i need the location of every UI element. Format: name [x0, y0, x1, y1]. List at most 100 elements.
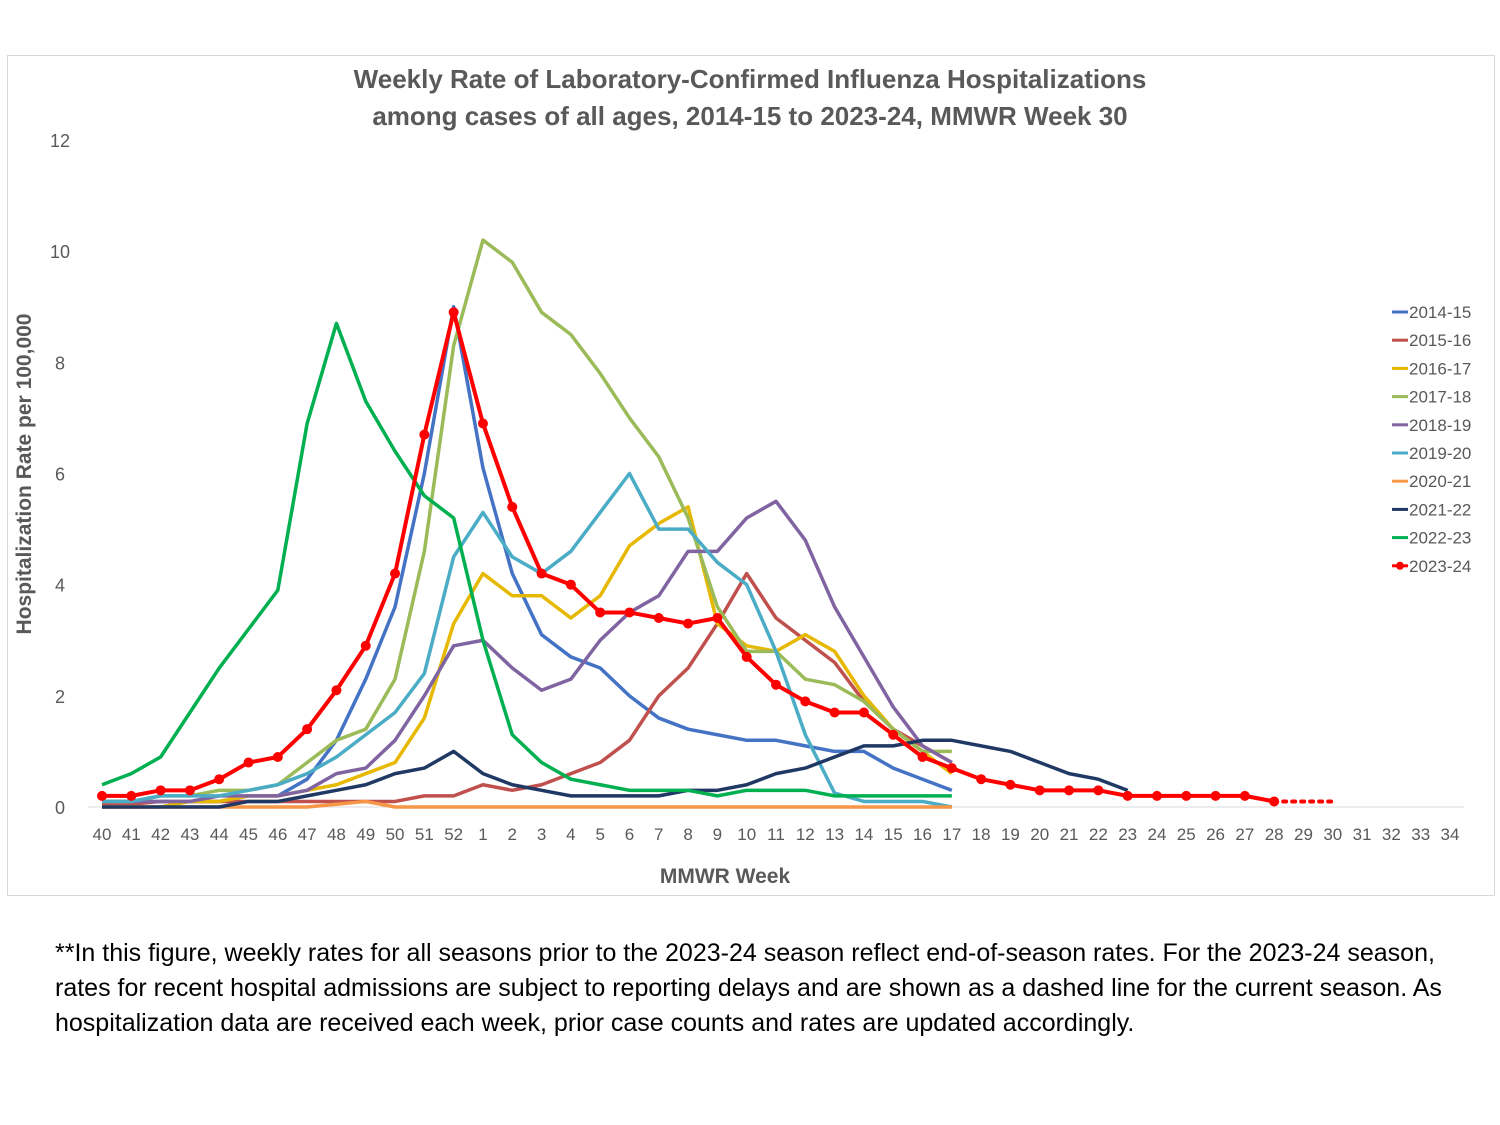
- x-tick-label: 20: [1030, 825, 1049, 844]
- x-tick-label: 52: [444, 825, 463, 844]
- data-point-2023-24: [1122, 790, 1133, 801]
- legend-label: 2016-17: [1409, 359, 1471, 378]
- data-point-2023-24: [1151, 790, 1162, 801]
- legend-label: 2019-20: [1409, 444, 1471, 463]
- x-tick-label: 28: [1265, 825, 1284, 844]
- data-point-2023-24: [302, 724, 313, 735]
- data-point-2023-24: [976, 774, 987, 785]
- data-point-2023-24: [1210, 790, 1221, 801]
- data-point-2023-24: [272, 751, 283, 762]
- series-line-2022-23: [101, 321, 952, 798]
- x-tick-label: 1: [478, 825, 487, 844]
- y-tick-label: 4: [55, 576, 65, 596]
- chart-subtitle: among cases of all ages, 2014-15 to 2023…: [372, 101, 1127, 131]
- data-point-2023-24: [97, 790, 107, 801]
- x-tick-label: 45: [239, 825, 258, 844]
- x-tick-label: 13: [825, 825, 844, 844]
- data-point-2023-24: [419, 429, 430, 440]
- y-tick-label: 10: [50, 242, 70, 262]
- x-axis-label: MMWR Week: [660, 865, 791, 888]
- legend-label: 2023-24: [1409, 557, 1471, 576]
- legend-label: 2018-19: [1409, 416, 1471, 435]
- y-tick-label: 2: [55, 687, 65, 707]
- x-tick-label: 27: [1235, 825, 1254, 844]
- data-point-2023-24: [536, 568, 547, 579]
- data-point-2023-24: [829, 707, 840, 718]
- data-point-2023-24: [683, 618, 694, 629]
- line-chart: Weekly Rate of Laboratory-Confirmed Infl…: [13, 64, 1471, 888]
- x-tick-label: 32: [1382, 825, 1401, 844]
- x-tick-label: 3: [537, 825, 546, 844]
- legend-label: 2015-16: [1409, 331, 1471, 350]
- y-tick-label: 6: [55, 465, 65, 485]
- x-tick-label: 49: [356, 825, 375, 844]
- x-tick-label: 21: [1060, 825, 1079, 844]
- x-tick-label: 51: [415, 825, 434, 844]
- data-point-2023-24: [653, 613, 664, 624]
- data-point-2023-24: [565, 579, 576, 590]
- x-tick-label: 44: [210, 825, 229, 844]
- x-tick-label: 24: [1147, 825, 1166, 844]
- x-tick-label: 16: [913, 825, 932, 844]
- data-point-2023-24: [507, 501, 518, 512]
- data-point-2023-24: [595, 607, 606, 618]
- x-tick-label: 12: [796, 825, 815, 844]
- x-tick-label: 8: [683, 825, 692, 844]
- x-tick-label: 31: [1353, 825, 1372, 844]
- x-tick-label: 19: [1001, 825, 1020, 844]
- data-point-2023-24: [888, 729, 899, 740]
- x-tick-label: 2: [508, 825, 517, 844]
- x-tick-label: 7: [654, 825, 663, 844]
- legend-label: 2020-21: [1409, 472, 1471, 491]
- x-tick-label: 23: [1118, 825, 1137, 844]
- legend-label: 2021-22: [1409, 500, 1471, 519]
- x-tick-label: 22: [1089, 825, 1108, 844]
- data-point-2023-24: [917, 751, 928, 762]
- data-point-2023-24: [1064, 785, 1075, 796]
- data-point-2023-24: [946, 763, 957, 774]
- data-point-2023-24: [126, 790, 137, 801]
- x-tick-label: 11: [767, 825, 785, 844]
- x-tick-label: 50: [386, 825, 405, 844]
- data-point-2023-24: [1239, 790, 1250, 801]
- x-tick-label: 6: [625, 825, 634, 844]
- x-tick-label: 25: [1177, 825, 1196, 844]
- x-tick-label: 15: [884, 825, 903, 844]
- data-point-2023-24: [1093, 785, 1104, 796]
- data-point-2023-24: [448, 307, 459, 318]
- x-tick-label: 9: [713, 825, 722, 844]
- x-tick-label: 17: [942, 825, 961, 844]
- chart-frame: [7, 55, 1495, 896]
- x-tick-label: 48: [327, 825, 346, 844]
- series-line-2019-20: [102, 471, 953, 809]
- data-point-2023-24: [741, 651, 752, 662]
- x-tick-label: 14: [854, 825, 873, 844]
- legend-marker: [1396, 561, 1404, 570]
- data-point-2023-24: [331, 685, 342, 696]
- data-point-2023-24: [360, 640, 371, 651]
- data-point-2023-24: [214, 774, 225, 785]
- x-tick-label: 46: [268, 825, 287, 844]
- series-line-2018-19: [102, 499, 953, 804]
- data-point-2023-24: [243, 757, 254, 768]
- data-point-2023-24: [155, 785, 166, 796]
- data-point-2023-24: [1034, 785, 1045, 796]
- legend-label: 2014-15: [1409, 303, 1471, 322]
- data-point-2023-24: [1181, 790, 1192, 801]
- y-tick-label: 8: [55, 353, 65, 373]
- x-tick-label: 40: [93, 825, 112, 844]
- x-tick-label: 4: [566, 825, 575, 844]
- legend-label: 2017-18: [1409, 388, 1471, 407]
- x-tick-label: 41: [122, 825, 141, 844]
- data-point-2023-24: [1005, 779, 1016, 790]
- x-tick-label: 47: [298, 825, 317, 844]
- x-tick-label: 34: [1441, 825, 1460, 844]
- x-tick-label: 42: [151, 825, 170, 844]
- data-point-2023-24: [624, 607, 635, 618]
- y-tick-label: 0: [55, 798, 65, 818]
- data-point-2023-24: [712, 613, 723, 624]
- data-point-2023-24: [771, 679, 781, 690]
- series-line-2014-15: [102, 305, 953, 804]
- series-line-2017-18: [102, 238, 952, 804]
- footnote: **In this figure, weekly rates for all s…: [55, 939, 1442, 1037]
